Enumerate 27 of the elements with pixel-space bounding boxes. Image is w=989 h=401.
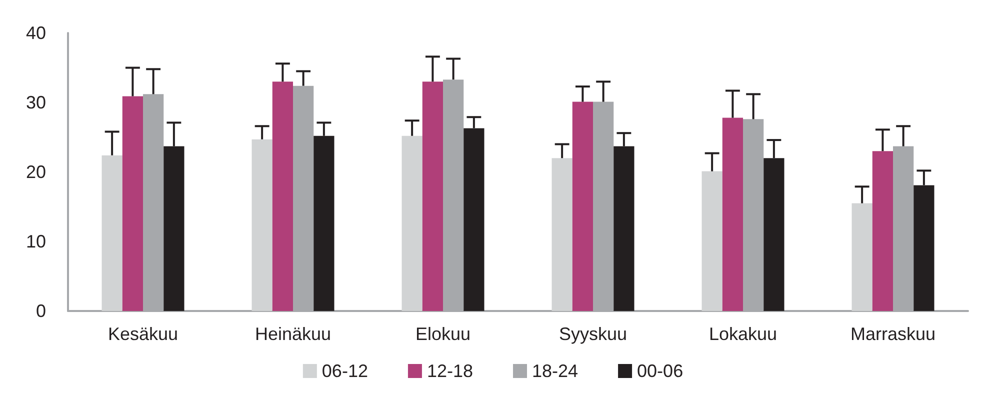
x-tick-label: Lokakuu (708, 324, 778, 344)
bar (852, 203, 872, 311)
bar (252, 139, 272, 311)
bar (102, 155, 122, 311)
y-tick-label: 0 (36, 301, 46, 321)
x-tick-label: Elokuu (415, 324, 471, 344)
legend-label: 06-12 (322, 361, 368, 381)
y-tick-label: 30 (26, 92, 46, 112)
x-tick-label: Syyskuu (558, 324, 628, 344)
y-tick-label: 40 (26, 23, 46, 43)
x-tick-label: Heinäkuu (254, 324, 332, 344)
legend-label: 00-06 (637, 361, 684, 381)
bar (552, 158, 572, 311)
legend-label: 18-24 (532, 361, 578, 381)
bar (422, 82, 443, 311)
bar (272, 82, 293, 311)
y-tick-label: 10 (26, 232, 46, 252)
bar (402, 136, 422, 311)
bar (872, 151, 893, 311)
legend-label: 12-18 (426, 361, 474, 381)
x-tick-label: Kesäkuu (108, 324, 178, 344)
bar (572, 102, 593, 311)
x-tick-label: Marraskuu (850, 324, 936, 344)
bar (122, 96, 143, 311)
y-tick-label: 20 (26, 162, 46, 182)
bar (722, 118, 743, 311)
bar (702, 171, 722, 311)
